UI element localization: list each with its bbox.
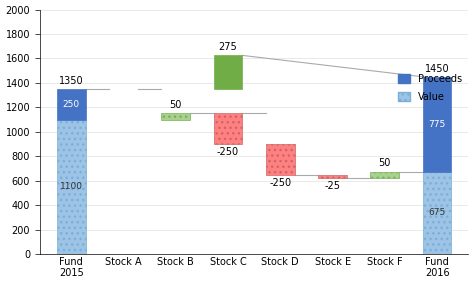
Text: 1450: 1450: [425, 64, 449, 74]
Text: 1100: 1100: [60, 182, 83, 191]
Text: 50: 50: [170, 101, 182, 110]
Bar: [214, 55, 242, 89]
Text: -25: -25: [325, 181, 340, 191]
Bar: [423, 172, 451, 254]
Text: 250: 250: [63, 100, 80, 109]
Text: -250: -250: [269, 178, 292, 188]
Bar: [318, 175, 347, 178]
Bar: [57, 89, 86, 120]
Bar: [266, 144, 295, 175]
Bar: [57, 120, 86, 254]
Text: 275: 275: [219, 42, 237, 52]
Text: 675: 675: [428, 208, 446, 217]
Text: 1350: 1350: [59, 76, 83, 86]
Bar: [162, 114, 190, 120]
Bar: [423, 77, 451, 172]
Text: 775: 775: [428, 120, 446, 129]
Bar: [371, 172, 399, 178]
Text: 50: 50: [379, 158, 391, 168]
Legend: Proceeds, Value: Proceeds, Value: [396, 72, 464, 104]
Bar: [214, 114, 242, 144]
Text: -250: -250: [217, 147, 239, 157]
